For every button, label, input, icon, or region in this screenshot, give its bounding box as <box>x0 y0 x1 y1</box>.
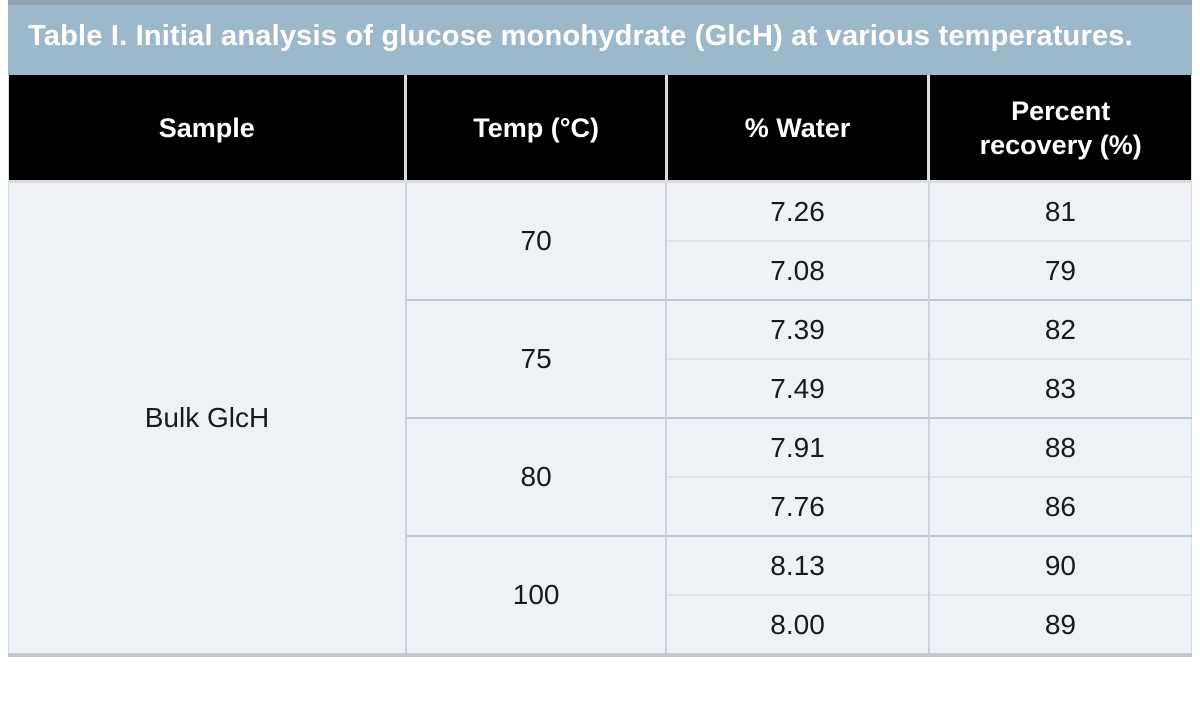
data-table: Sample Temp (°C) % Water Percent recover… <box>8 75 1192 657</box>
cell-water: 7.39 <box>665 299 929 359</box>
cell-recovery: 89 <box>927 594 1192 655</box>
table-row: 7.08 79 <box>9 240 1192 300</box>
cell-recovery: 83 <box>927 358 1192 418</box>
cell-water: 7.26 <box>665 181 929 241</box>
cell-recovery: 82 <box>927 299 1192 359</box>
column-header-water: % Water <box>664 75 929 183</box>
cell-water: 7.91 <box>665 417 929 477</box>
table-row: 75 7.39 82 <box>9 299 1192 418</box>
column-header-sample: Sample <box>8 75 406 183</box>
table-row: 7.76 86 <box>9 476 1192 536</box>
table-row: 8.00 89 <box>9 594 1192 655</box>
table-row: 100 8.13 90 <box>9 535 1192 655</box>
cell-water: 7.49 <box>665 358 929 418</box>
column-header-temp: Temp (°C) <box>404 75 667 183</box>
cell-temp: 80 <box>404 417 667 536</box>
cell-water: 7.76 <box>665 476 929 536</box>
cell-water: 7.08 <box>665 240 929 300</box>
table-title: Table I. Initial analysis of glucose mon… <box>8 0 1192 75</box>
cell-recovery: 79 <box>927 240 1192 300</box>
cell-water: 8.13 <box>665 535 929 595</box>
table-figure: Table I. Initial analysis of glucose mon… <box>8 0 1192 657</box>
cell-water: 8.00 <box>665 594 929 655</box>
cell-recovery: 90 <box>927 535 1192 595</box>
cell-temp: 100 <box>404 535 667 655</box>
cell-recovery: 86 <box>927 476 1192 536</box>
cell-temp: 75 <box>404 299 667 418</box>
table-row: Bulk GlcH 70 7.26 81 <box>9 181 1192 433</box>
cell-recovery: 88 <box>927 417 1192 477</box>
table-row: 80 7.91 88 <box>9 417 1192 536</box>
table-row: 7.49 83 <box>9 358 1192 418</box>
header-row: Sample Temp (°C) % Water Percent recover… <box>8 75 1192 183</box>
cell-temp: 70 <box>404 181 667 300</box>
cell-recovery: 81 <box>927 181 1192 241</box>
cell-sample: Bulk GlcH <box>144 402 270 433</box>
column-header-recovery: Percent recovery (%) <box>927 75 1192 183</box>
